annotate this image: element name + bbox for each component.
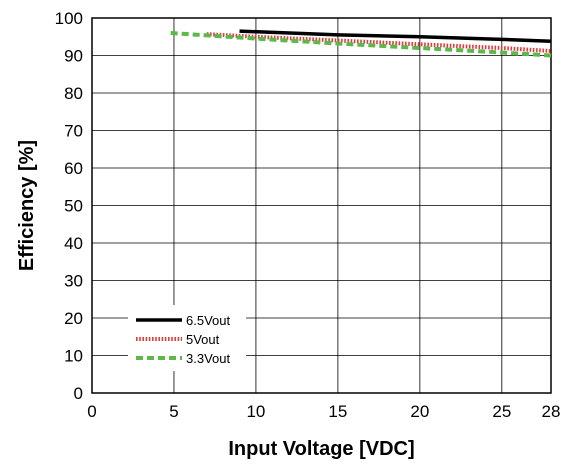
x-tick-label: 15: [328, 402, 347, 421]
x-tick-label: 25: [492, 402, 511, 421]
y-tick-labels: 0 10 20 30 40 50 60 70 80 90 100: [55, 9, 83, 403]
x-tick-label: 28: [542, 402, 561, 421]
y-tick-label: 100: [55, 9, 83, 28]
x-tick-label: 10: [246, 402, 265, 421]
series-lines: [170, 29, 552, 58]
y-tick-label: 70: [64, 122, 83, 141]
legend-label: 5Vout: [186, 332, 220, 347]
legend-label: 6.5Vout: [186, 313, 230, 328]
y-tick-label: 40: [64, 234, 83, 253]
series-line-3.3Vout: [170, 31, 552, 58]
plot-border: [91, 17, 552, 394]
x-tick-label: 0: [87, 402, 96, 421]
x-axis-title: Input Voltage [VDC]: [228, 438, 414, 460]
y-tick-label: 80: [64, 84, 83, 103]
legend: 6.5Vout 5Vout 3.3Vout: [128, 305, 246, 371]
y-tick-label: 20: [64, 309, 83, 328]
y-tick-label: 30: [64, 272, 83, 291]
legend-label: 3.3Vout: [186, 351, 230, 366]
series-line-6.5Vout: [239, 29, 552, 44]
y-tick-label: 10: [64, 347, 83, 366]
y-tick-label: 0: [74, 384, 83, 403]
y-tick-label: 60: [64, 159, 83, 178]
y-tick-label: 50: [64, 197, 83, 216]
x-tick-label: 5: [169, 402, 178, 421]
x-tick-label: 20: [410, 402, 429, 421]
x-tick-labels: 0 5 10 15 20 25 28: [87, 402, 560, 421]
y-axis-title: Efficiency [%]: [16, 140, 38, 271]
y-tick-label: 90: [64, 47, 83, 66]
